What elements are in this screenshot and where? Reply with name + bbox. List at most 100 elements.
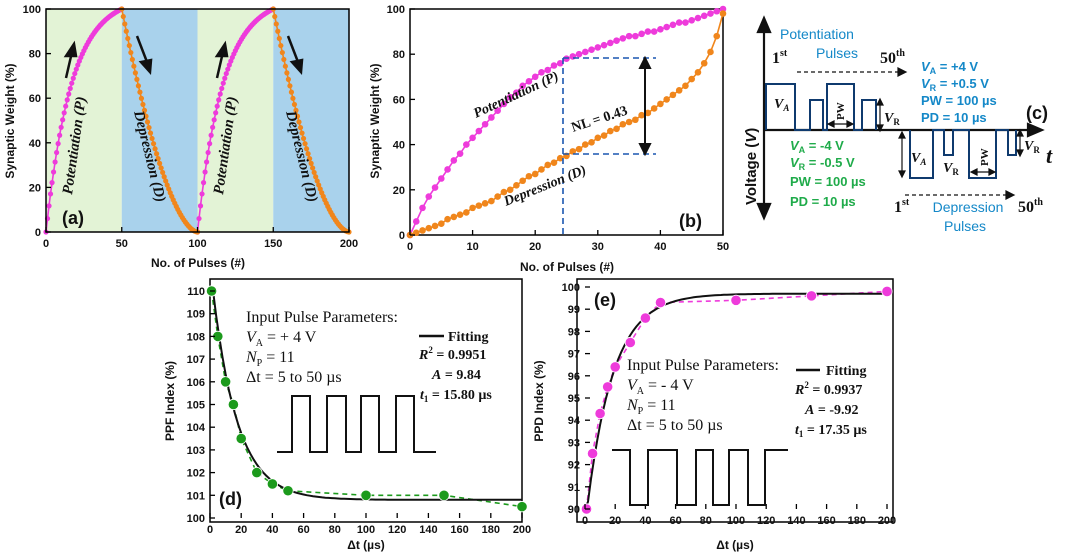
panel-b-ylabel: Synaptic Weight (%) <box>368 63 382 178</box>
panel-e-ytick-label: 93 <box>568 437 580 449</box>
panel-e-t1-value: t1 = 17.35 µs <box>795 423 867 439</box>
panel-b-potentiation-point <box>419 204 426 212</box>
panel-b-depression-point <box>450 213 458 221</box>
panel-a-depression-point <box>164 182 170 188</box>
panel-e-input-np: NP = 11 <box>626 397 676 417</box>
panel-e-point <box>594 407 606 420</box>
panel-b-depression-point <box>469 204 476 212</box>
panel-d-ticks: 0 20 40 60 80 100 120 140 160 180 200 100 101 102 103 1… <box>187 286 532 536</box>
panel-c-pot-param-pw: PW = 100 µs <box>921 93 997 108</box>
panel-b-ticks: 0 10 20 30 40 50 0 20 40 60 80 100 <box>387 4 729 253</box>
panel-a-depression-point <box>311 169 317 176</box>
panel-b-depression-point <box>600 132 608 139</box>
panel-e-point <box>602 381 614 393</box>
panel-a-ytick-label: 60 <box>29 93 41 105</box>
panel-d-legend-label: Fitting <box>448 330 488 345</box>
panel-b-potentiation-point <box>713 7 721 15</box>
panel-d-xtick-label: 20 <box>235 524 247 536</box>
panel-a-depression-point <box>293 107 299 113</box>
panel-c-pot-vr: VR <box>884 111 900 127</box>
panel-d-point <box>360 489 372 501</box>
panel-b-potentiation-point <box>519 82 526 90</box>
panel-b-potentiation-point <box>431 184 439 191</box>
panel-c-dep-first: 1st <box>894 197 910 216</box>
panel-a-depression-point <box>141 107 148 113</box>
panel-e-tag: (e) <box>594 290 616 310</box>
panel-c-dep-param-pw: PW = 100 µs <box>790 174 866 189</box>
panel-e-xtick-label: 120 <box>757 515 775 527</box>
panel-b-potentiation-point <box>469 134 476 142</box>
panel-a-depression-point <box>138 95 145 101</box>
panel-e-input-title: Input Pulse Parameters: <box>627 357 779 374</box>
panel-b-potentiation-point <box>650 28 658 35</box>
panel-d-xtick-label: 0 <box>207 524 213 536</box>
panel-b-potentiation-point <box>494 107 501 114</box>
panel-d-ytick-label: 106 <box>187 377 205 389</box>
panel-c-pot-first: 1st <box>772 48 788 67</box>
panel-a-depression-point <box>150 141 157 147</box>
panel-a-potentiation-point <box>196 215 202 222</box>
panel-e-r2: R2 = 0.9937 <box>794 380 862 398</box>
panel-b-depression-point <box>581 141 589 148</box>
panel-a-potentiation-point <box>61 110 67 116</box>
panel-d-ytick-label: 105 <box>187 400 205 412</box>
panel-d-point <box>220 376 232 388</box>
panel-a-potentiation-point <box>213 110 219 116</box>
panel-b-potentiation-point <box>588 46 595 53</box>
panel-b-depression-point <box>569 148 577 155</box>
panel-b-depression-point <box>700 59 708 67</box>
panel-b-ytick-label: 100 <box>387 4 405 16</box>
panel-b-potentiation-point <box>550 62 558 69</box>
panel-a-potentiation-point <box>208 132 214 138</box>
panel-a-potentiation-point <box>54 149 60 156</box>
panel-b-ytick-label: 0 <box>399 230 405 242</box>
panel-e-input-waveform <box>612 449 788 506</box>
panel-b-depression-point <box>719 10 727 17</box>
panel-e-input-va: VA = - 4 V <box>627 377 694 397</box>
panel-a: 0 50 100 150 200 0 20 40 60 80 100 No. of Pulses (… <box>3 4 358 270</box>
panel-b-depression-point <box>513 181 520 189</box>
panel-c-ylabel: Voltage (V) <box>743 128 760 205</box>
panel-e-legend-label: Fitting <box>826 364 866 379</box>
panel-a-potentiation-point <box>214 103 220 109</box>
panel-b-depression-point <box>425 224 433 232</box>
panel-d-xtick-label: 200 <box>513 524 531 536</box>
panel-a-depression-point <box>123 28 129 34</box>
panel-a-potentiation-point <box>200 180 207 186</box>
panel-b-potentiation-point <box>556 59 564 67</box>
panel-b-potentiation-point <box>607 39 614 47</box>
panel-d-ytick-label: 104 <box>187 422 206 434</box>
panel-b-potentiation-point <box>544 66 552 74</box>
panel-c-pot-arrow <box>797 67 908 77</box>
panel-a-potentiation-point <box>69 80 75 86</box>
panel-b-depression-point <box>438 220 445 227</box>
panel-b-potentiation-point <box>613 37 620 44</box>
panel-d-ytick-label: 109 <box>187 309 205 321</box>
panel-a-depression-point <box>152 146 158 152</box>
panel-a-potentiation-point <box>205 149 211 156</box>
panel-a-depression-point <box>161 174 167 180</box>
panel-b-xtick-label: 0 <box>407 241 413 253</box>
panel-a-potentiation-point <box>220 80 226 86</box>
panel-a-potentiation-point <box>67 85 73 92</box>
panel-a-depression-point <box>272 13 278 20</box>
panel-a-xlabel: No. of Pulses (#) <box>151 256 245 270</box>
panel-b-potentiation-point <box>412 218 420 225</box>
panel-c-dep-param-va: VA = -4 V <box>790 138 844 155</box>
panel-e-point <box>609 361 621 373</box>
panel-e-frame <box>576 278 894 523</box>
panel-b-potentiation-point <box>700 12 708 20</box>
panel-e-xtick-label: 200 <box>878 515 896 527</box>
panel-d-point <box>438 489 450 501</box>
panel-b-potentiation-point <box>682 19 689 26</box>
panel-b-potentiation-point <box>688 17 695 24</box>
panel-b-depression-point <box>494 193 501 200</box>
panel-a-ytick-label: 80 <box>29 49 41 61</box>
panel-a-arrows <box>63 35 304 79</box>
panel-d-ytick-label: 110 <box>187 286 205 298</box>
panel-a-potentiation-point <box>202 169 208 175</box>
panel-d-ytick-label: 100 <box>187 513 205 525</box>
panel-a-depression-point <box>137 89 143 95</box>
panel-a-marks <box>43 6 352 235</box>
panel-a-ytick-label: 40 <box>29 138 41 150</box>
